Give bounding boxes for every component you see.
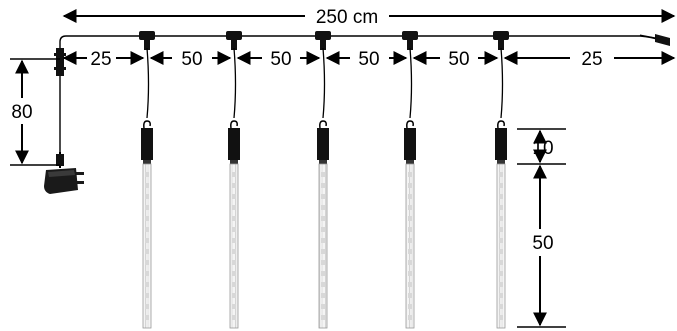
main-cable [54, 34, 670, 160]
led-tube-drop-5 [493, 31, 509, 329]
led-tube-drop-2 [226, 31, 242, 329]
led-tubes [139, 31, 509, 329]
tube-cap-icon [317, 128, 329, 164]
drop-wire [233, 47, 237, 119]
segment-3-label: 50 [358, 49, 379, 70]
t-connector-icon [139, 31, 155, 50]
drop-wire [500, 47, 504, 119]
tube-cap-icon [495, 128, 507, 164]
power-plug-icon [44, 152, 84, 194]
segment-4-label: 50 [448, 49, 469, 70]
hook-icon [319, 120, 327, 129]
tube-length-label: 50 [532, 233, 553, 254]
segment-1-label: 50 [181, 49, 202, 70]
t-connector-icon [493, 31, 509, 50]
led-tube-drop-3 [315, 31, 331, 329]
drop-wire [322, 47, 326, 119]
hook-icon [406, 120, 414, 129]
t-connector-icon [226, 31, 242, 50]
drop-wire [146, 47, 150, 119]
segment-2-label: 50 [270, 49, 291, 70]
led-tube-drop-1 [139, 31, 155, 329]
tube-cap-icon [141, 128, 153, 164]
drop-wire [409, 47, 413, 119]
end-connector-icon [639, 34, 670, 46]
plug-drop-label: 80 [11, 102, 32, 123]
hook-icon [143, 120, 151, 129]
plug-drop-dimension: 80 [10, 58, 60, 166]
total-length-dimension: 250 cm [62, 7, 676, 28]
tube-cap-icon [228, 128, 240, 164]
segment-dimensions: 25 50 50 50 50 25 [62, 49, 676, 70]
hook-icon [230, 120, 238, 129]
segment-end-label: 25 [581, 49, 602, 70]
led-icicle-tube-icon [229, 163, 239, 329]
t-connector-icon [402, 31, 418, 50]
led-tube-drop-4 [402, 31, 418, 329]
led-icicle-tube-icon [318, 163, 328, 329]
hook-icon [497, 120, 505, 129]
led-icicle-tube-icon [496, 163, 506, 329]
tube-cap-label: 10 [532, 138, 553, 159]
t-connector-icon [315, 31, 331, 50]
tube-cap-icon [404, 128, 416, 164]
cable-coupler-icon [54, 48, 66, 76]
total-length-label: 250 cm [316, 7, 378, 28]
tube-dimensions: 10 50 [517, 128, 566, 328]
led-icicle-tube-icon [405, 163, 415, 329]
segment-start-label: 25 [90, 49, 111, 70]
led-icicle-tube-icon [142, 163, 152, 329]
